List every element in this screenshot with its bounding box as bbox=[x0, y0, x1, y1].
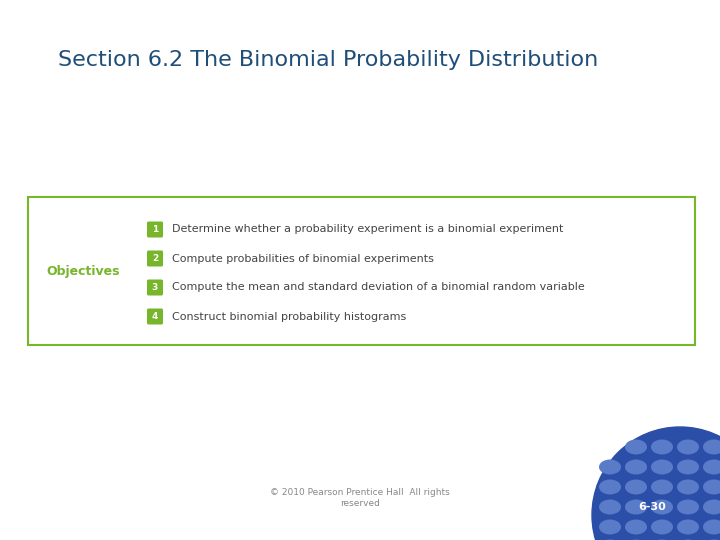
Ellipse shape bbox=[651, 500, 673, 515]
Ellipse shape bbox=[703, 440, 720, 455]
Text: 3: 3 bbox=[152, 283, 158, 292]
Ellipse shape bbox=[677, 480, 699, 495]
FancyBboxPatch shape bbox=[28, 197, 695, 345]
Text: Compute probabilities of binomial experiments: Compute probabilities of binomial experi… bbox=[172, 253, 434, 264]
Ellipse shape bbox=[677, 460, 699, 475]
Ellipse shape bbox=[677, 500, 699, 515]
Text: 6-30: 6-30 bbox=[638, 502, 666, 512]
FancyBboxPatch shape bbox=[147, 280, 163, 295]
Text: Compute the mean and standard deviation of a binomial random variable: Compute the mean and standard deviation … bbox=[172, 282, 585, 293]
Ellipse shape bbox=[599, 519, 621, 535]
Text: 1: 1 bbox=[152, 225, 158, 234]
Ellipse shape bbox=[599, 480, 621, 495]
Text: Construct binomial probability histograms: Construct binomial probability histogram… bbox=[172, 312, 406, 321]
Ellipse shape bbox=[651, 519, 673, 535]
Text: 2: 2 bbox=[152, 254, 158, 263]
Ellipse shape bbox=[625, 519, 647, 535]
Circle shape bbox=[592, 427, 720, 540]
Ellipse shape bbox=[599, 460, 621, 475]
Ellipse shape bbox=[625, 480, 647, 495]
Ellipse shape bbox=[651, 480, 673, 495]
Ellipse shape bbox=[625, 440, 647, 455]
Ellipse shape bbox=[703, 460, 720, 475]
Ellipse shape bbox=[651, 460, 673, 475]
FancyBboxPatch shape bbox=[147, 308, 163, 325]
FancyBboxPatch shape bbox=[147, 221, 163, 238]
Text: 4: 4 bbox=[152, 312, 158, 321]
Ellipse shape bbox=[703, 500, 720, 515]
Ellipse shape bbox=[625, 460, 647, 475]
Ellipse shape bbox=[703, 519, 720, 535]
Ellipse shape bbox=[677, 519, 699, 535]
Ellipse shape bbox=[625, 500, 647, 515]
Ellipse shape bbox=[677, 440, 699, 455]
Ellipse shape bbox=[599, 500, 621, 515]
Text: Determine whether a probability experiment is a binomial experiment: Determine whether a probability experime… bbox=[172, 225, 563, 234]
Text: Section 6.2 The Binomial Probability Distribution: Section 6.2 The Binomial Probability Dis… bbox=[58, 50, 598, 70]
Ellipse shape bbox=[703, 480, 720, 495]
Text: Objectives: Objectives bbox=[46, 265, 120, 278]
Text: © 2010 Pearson Prentice Hall  All rights
reserved: © 2010 Pearson Prentice Hall All rights … bbox=[270, 488, 450, 508]
Ellipse shape bbox=[651, 440, 673, 455]
FancyBboxPatch shape bbox=[147, 251, 163, 267]
